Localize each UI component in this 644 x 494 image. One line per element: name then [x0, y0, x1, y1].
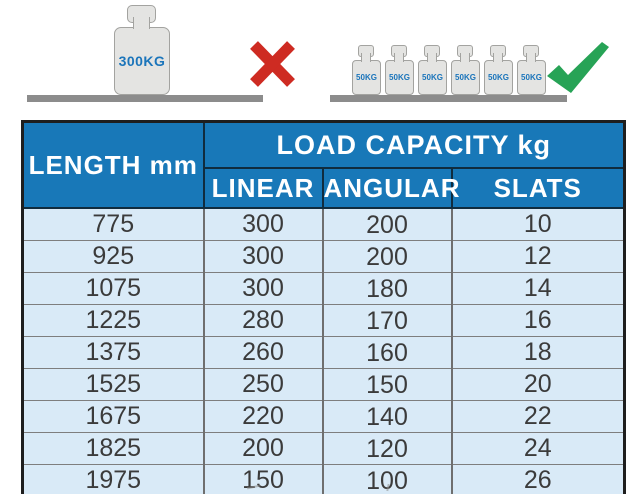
- table-row: 1975 150 100 26: [22, 464, 625, 494]
- weight-label: 50KG: [356, 73, 377, 82]
- linear-cell: 150: [202, 464, 323, 494]
- 50kg-weight-icon: 50KG: [517, 45, 546, 95]
- shelf-bar-left: [27, 95, 263, 102]
- 50kg-weight-icon: 50KG: [385, 45, 414, 95]
- weight-label: 50KG: [422, 73, 443, 82]
- angular-cell: 170: [321, 304, 452, 337]
- length-cell: 1375: [22, 336, 204, 369]
- length-cell: 925: [22, 240, 204, 273]
- slats-cell: 14: [450, 272, 625, 305]
- linear-cell: 280: [202, 304, 323, 337]
- linear-cell: 250: [202, 368, 323, 401]
- green-check-icon: [547, 42, 609, 93]
- shelf-bar-right: [330, 95, 567, 102]
- load-capacity-table: LENGTH mm LOAD CAPACITY kg LINEAR ANGULA…: [21, 120, 626, 494]
- length-column-header: LENGTH mm: [21, 120, 205, 209]
- angular-cell: 140: [321, 400, 452, 433]
- table-row: 1075 300 180 14: [22, 272, 625, 305]
- weight-body: 300KG: [114, 27, 170, 95]
- angular-cell: 200: [321, 240, 452, 273]
- angular-column-header: ANGULAR: [321, 167, 460, 209]
- weight-body: 50KG: [484, 60, 513, 95]
- load-capacity-header: LOAD CAPACITY kg: [202, 120, 626, 169]
- slats-cell: 18: [450, 336, 625, 369]
- slats-column-header: SLATS: [450, 167, 626, 209]
- slats-cell: 24: [450, 432, 625, 465]
- red-cross-icon: [250, 41, 295, 87]
- linear-column-header: LINEAR: [202, 167, 324, 209]
- weight-neck: [526, 53, 536, 62]
- length-cell: 1675: [22, 400, 204, 433]
- angular-cell: 120: [321, 432, 452, 465]
- table-header: LENGTH mm LOAD CAPACITY kg LINEAR ANGULA…: [21, 120, 626, 209]
- angular-cell: 200: [321, 207, 452, 241]
- linear-cell: 200: [202, 432, 323, 465]
- linear-cell: 260: [202, 336, 323, 369]
- linear-cell: 300: [202, 240, 323, 273]
- 50kg-weight-icon: 50KG: [451, 45, 480, 95]
- slats-cell: 26: [450, 464, 625, 494]
- length-cell: 1075: [22, 272, 204, 305]
- weight-label: 50KG: [521, 73, 542, 82]
- table-row: 1675 220 140 22: [22, 400, 625, 433]
- angular-cell: 180: [321, 272, 452, 305]
- linear-cell: 220: [202, 400, 323, 433]
- table-body: 775 300 200 10 925 300 200 12 1075 300 180 14 1225 28…: [22, 207, 625, 494]
- slats-cell: 10: [450, 207, 625, 241]
- weight-label: 50KG: [455, 73, 476, 82]
- length-cell: 1825: [22, 432, 204, 465]
- weight-body: 50KG: [352, 60, 381, 95]
- small-weights-row: 50KG 50KG 50KG 50KG 50KG 50KG: [352, 45, 546, 95]
- weight-body: 50KG: [418, 60, 447, 95]
- length-cell: 1975: [22, 464, 204, 494]
- slats-cell: 20: [450, 368, 625, 401]
- 50kg-weight-icon: 50KG: [352, 45, 381, 95]
- slats-cell: 12: [450, 240, 625, 273]
- weight-neck: [460, 53, 470, 62]
- linear-cell: 300: [202, 207, 323, 241]
- table-row: 1375 260 160 18: [22, 336, 625, 369]
- linear-cell: 300: [202, 272, 323, 305]
- weight-neck: [427, 53, 437, 62]
- weight-neck: [361, 53, 371, 62]
- length-cell: 1525: [22, 368, 204, 401]
- 50kg-weight-icon: 50KG: [484, 45, 513, 95]
- table-row: 1825 200 120 24: [22, 432, 625, 465]
- 300kg-weight-icon: 300KG: [114, 5, 170, 95]
- angular-cell: 150: [321, 368, 452, 401]
- length-cell: 775: [22, 207, 204, 241]
- table-row: 1225 280 170 16: [22, 304, 625, 337]
- weight-label: 300KG: [118, 53, 166, 69]
- slats-cell: 16: [450, 304, 625, 337]
- weight-label: 50KG: [389, 73, 410, 82]
- weight-label: 50KG: [488, 73, 509, 82]
- table-row: 1525 250 150 20: [22, 368, 625, 401]
- table-row: 775 300 200 10: [22, 207, 625, 241]
- length-cell: 1225: [22, 304, 204, 337]
- slats-cell: 22: [450, 400, 625, 433]
- angular-cell: 160: [321, 336, 452, 369]
- weight-body: 50KG: [517, 60, 546, 95]
- weight-body: 50KG: [451, 60, 480, 95]
- weight-neck: [493, 53, 503, 62]
- weight-neck: [133, 17, 150, 29]
- 50kg-weight-icon: 50KG: [418, 45, 447, 95]
- table-row: 925 300 200 12: [22, 240, 625, 273]
- weight-body: 50KG: [385, 60, 414, 95]
- weight-neck: [394, 53, 404, 62]
